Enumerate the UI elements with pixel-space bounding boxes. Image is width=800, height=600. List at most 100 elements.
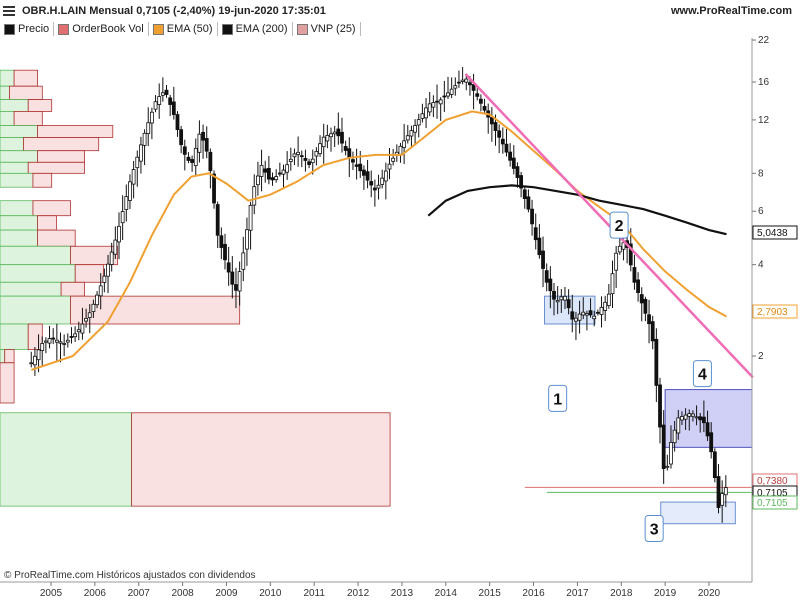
candle-body xyxy=(636,279,640,293)
candle-body xyxy=(281,169,286,175)
candle-body xyxy=(599,306,604,315)
candle-body xyxy=(460,79,465,82)
volume-sell-bar xyxy=(37,125,114,138)
volume-sell-bar xyxy=(32,172,53,188)
x-tick-label: 2005 xyxy=(40,588,63,599)
candle-body xyxy=(362,169,366,176)
candle-body xyxy=(489,117,494,125)
volume-buy-bar xyxy=(0,172,34,188)
candle-body xyxy=(650,321,655,342)
candle-body xyxy=(139,144,143,162)
candle-body xyxy=(47,338,52,344)
candle-body xyxy=(446,92,450,97)
x-tick-label: 2019 xyxy=(654,588,677,599)
candle-body xyxy=(614,252,619,271)
candle-body xyxy=(266,167,271,180)
candle-body xyxy=(263,168,268,173)
volume-buy-bar xyxy=(0,125,38,138)
candle-body xyxy=(639,294,644,304)
candle-body xyxy=(427,103,432,113)
candle-body xyxy=(234,284,238,291)
candle-body xyxy=(29,362,34,365)
candle-body xyxy=(563,295,567,301)
candle-body xyxy=(98,285,103,297)
candle-body xyxy=(212,173,216,204)
candle-body xyxy=(617,245,622,253)
candle-body xyxy=(508,151,513,161)
site-link[interactable]: www.ProRealTime.com xyxy=(670,5,792,17)
candle-body xyxy=(464,78,469,83)
legend-item-ema50[interactable]: EMA (50) xyxy=(149,22,218,36)
price-badge-box xyxy=(752,304,798,319)
price-badge-label: 0,7380 xyxy=(757,476,788,487)
candle-body xyxy=(431,102,436,108)
candle-body xyxy=(661,424,666,470)
y-tick-label: 2 xyxy=(758,351,764,362)
menu-icon[interactable] xyxy=(3,5,15,17)
candle-body xyxy=(128,181,132,201)
candle-body xyxy=(519,175,524,189)
candle-body xyxy=(277,172,282,175)
candle-body xyxy=(285,164,290,173)
candle-body xyxy=(478,98,483,104)
annotation-label: 4 xyxy=(698,367,707,384)
ema200-line xyxy=(427,184,727,236)
candle-body xyxy=(193,147,198,167)
candle-body xyxy=(226,262,231,273)
volume-buy-bar xyxy=(0,69,15,87)
candle-body xyxy=(292,153,297,158)
legend-item-vnp[interactable]: VNP (25) xyxy=(293,22,361,36)
candle-body xyxy=(475,93,480,97)
volume-buy-bar xyxy=(0,137,24,152)
legend-label: EMA (200) xyxy=(235,23,288,35)
candle-body xyxy=(219,235,224,248)
legend-item-price[interactable]: Precio xyxy=(0,22,55,36)
price-badge-box xyxy=(752,495,798,510)
volume-buy-bar xyxy=(0,200,34,217)
ema200-path xyxy=(427,184,727,236)
annotation-label: 2 xyxy=(615,218,624,235)
candle-body xyxy=(541,250,545,269)
annotation-label: 1 xyxy=(553,391,562,408)
candle-body xyxy=(201,131,205,141)
legend-swatch xyxy=(296,23,308,35)
candle-body xyxy=(204,138,209,152)
legend-label: EMA (50) xyxy=(166,23,213,35)
volume-profile xyxy=(0,69,391,507)
legend-item-orderbook[interactable]: OrderBook Vol xyxy=(54,22,149,36)
candle-body xyxy=(36,349,41,361)
candle-body xyxy=(80,323,85,334)
volume-buy-bar xyxy=(0,245,71,266)
candle-body xyxy=(351,159,355,163)
volume-sell-bar xyxy=(13,69,39,87)
candle-body xyxy=(402,140,407,148)
candle-body xyxy=(230,271,235,285)
candle-body xyxy=(552,291,556,300)
volume-sell-bar xyxy=(32,200,71,217)
candle-body xyxy=(544,270,549,283)
candle-body xyxy=(223,243,227,261)
volume-buy-bar xyxy=(0,111,15,126)
candle-body xyxy=(610,273,615,295)
volume-buy-bar xyxy=(0,150,38,163)
x-tick-label: 2016 xyxy=(522,588,545,599)
legend-item-ema200[interactable]: EMA (200) xyxy=(218,22,293,36)
annotation-box xyxy=(692,360,712,388)
candle-body xyxy=(208,151,213,172)
candle-body xyxy=(109,251,114,265)
candle-body xyxy=(701,416,706,424)
volume-buy-bar xyxy=(0,229,38,247)
candle-body xyxy=(310,158,315,164)
candle-body xyxy=(343,146,348,151)
candles xyxy=(29,67,728,523)
candle-body xyxy=(288,158,293,162)
candle-body xyxy=(409,130,414,137)
annotations: 1 2 3 4 xyxy=(548,211,712,543)
legend-label: VNP (25) xyxy=(310,23,356,35)
candle-body xyxy=(468,82,472,86)
candle-body xyxy=(376,184,381,189)
candle-body xyxy=(179,129,184,146)
volume-buy-bar xyxy=(0,99,29,112)
chart-title: OBR.H.LAIN Mensual 0,7105 (-2,40%) 19-ju… xyxy=(22,5,326,17)
